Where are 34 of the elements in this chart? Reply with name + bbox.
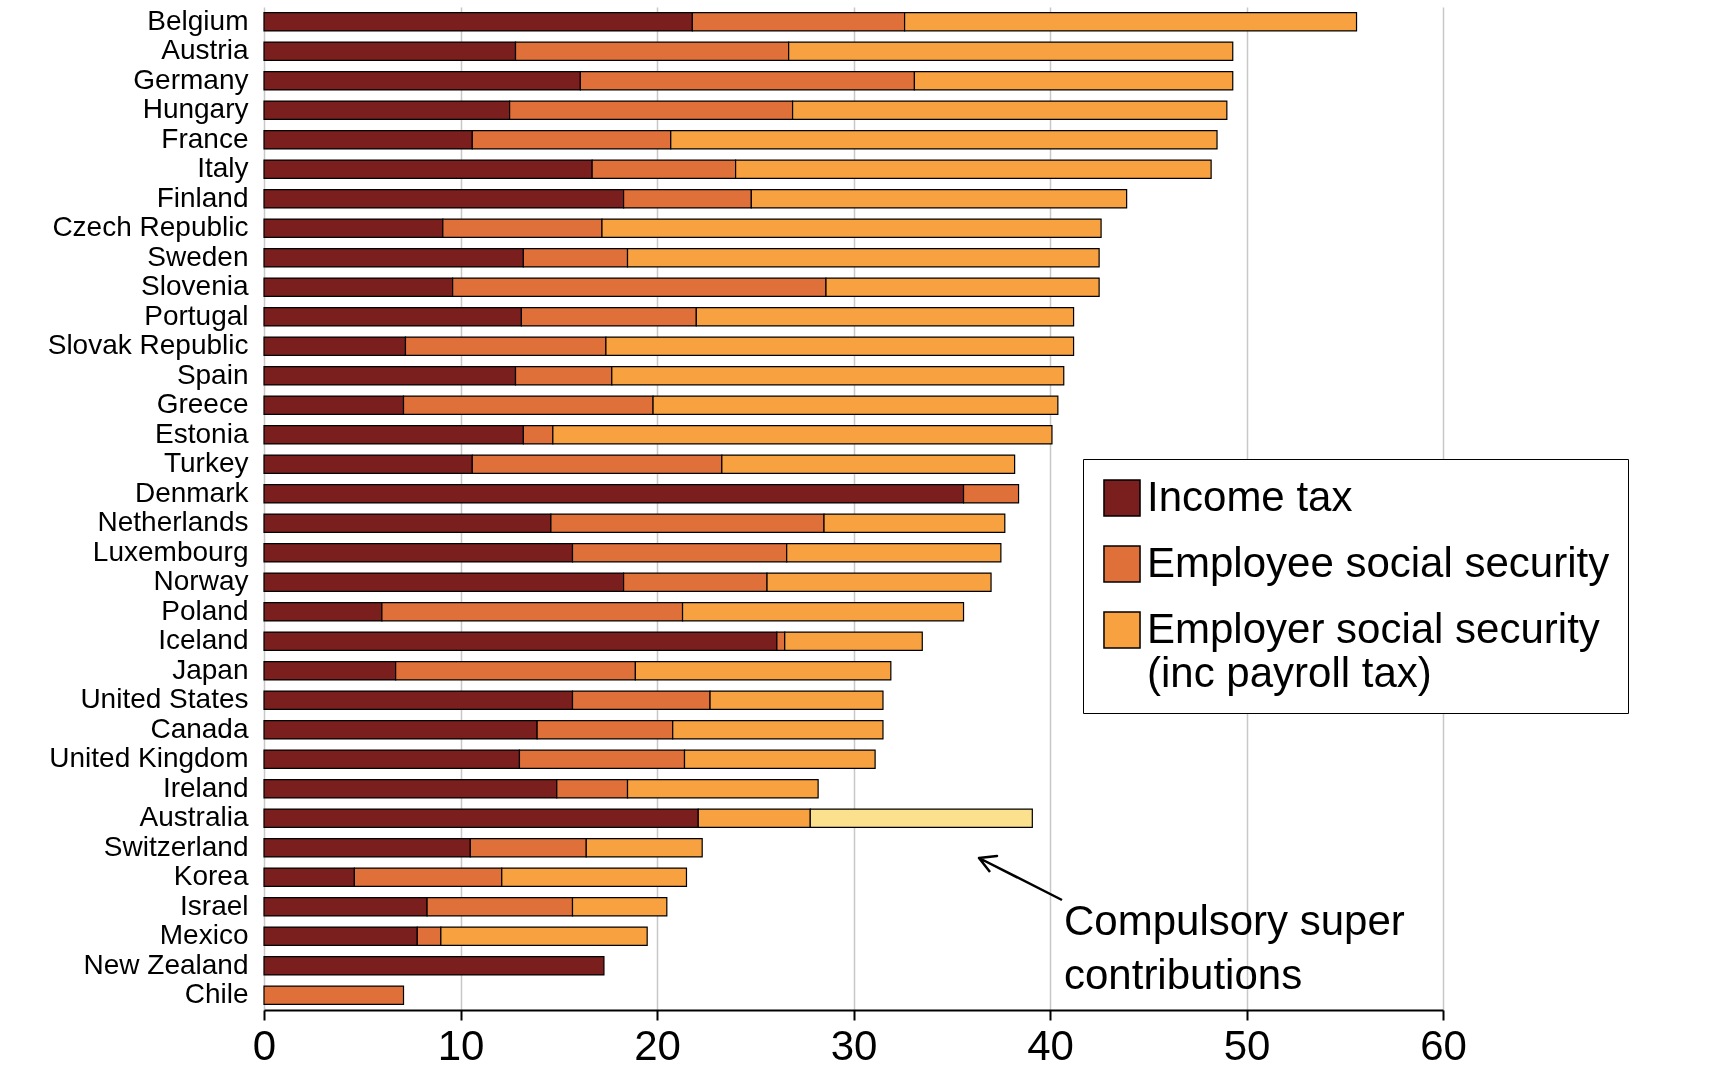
- x-tick-label: 10: [437, 1021, 485, 1069]
- y-tick-label: Switzerland: [103, 830, 249, 862]
- y-tick-label: Australia: [139, 801, 249, 833]
- legend-label: Employee social security: [1147, 539, 1610, 586]
- x-tick-label: 60: [1420, 1021, 1467, 1069]
- y-tick-label: Japan: [172, 653, 249, 685]
- y-tick-label: Estonia: [155, 417, 249, 449]
- y-tick-label: Germany: [133, 63, 249, 95]
- x-tick-label: 0: [252, 1021, 277, 1069]
- y-tick-label: Belgium: [147, 4, 249, 36]
- y-tick-label: Italy: [197, 152, 249, 184]
- y-tick-label: New Zealand: [83, 948, 249, 980]
- x-tick-label: 30: [830, 1021, 878, 1069]
- y-tick-label: Slovenia: [141, 270, 249, 302]
- bar: [263, 985, 405, 1005]
- y-tick-label: Israel: [180, 889, 249, 921]
- y-tick-label: Luxembourg: [92, 535, 249, 567]
- y-tick-label: Iceland: [158, 624, 249, 656]
- y-tick-label: Mexico: [159, 919, 249, 951]
- y-tick-label: Portugal: [144, 299, 249, 331]
- x-tick-label: 50: [1223, 1021, 1271, 1069]
- bar: [263, 956, 605, 976]
- y-tick-label: United Kingdom: [49, 742, 249, 774]
- x-tick-label: 40: [1027, 1021, 1074, 1069]
- y-tick-label: Chile: [184, 978, 249, 1010]
- legend-label: Income tax: [1147, 473, 1353, 520]
- y-tick-label: Turkey: [163, 447, 249, 479]
- legend-label: Employer social security (inc payroll tax): [1147, 605, 1600, 696]
- y-tick-label: Netherlands: [97, 506, 249, 538]
- y-tick-label: Canada: [150, 712, 249, 744]
- x-tick-label: 20: [634, 1021, 681, 1069]
- annotation: Compulsory super contributions: [1064, 897, 1405, 998]
- y-tick-label: Korea: [173, 860, 249, 892]
- y-tick-label: Czech Republic: [52, 211, 249, 243]
